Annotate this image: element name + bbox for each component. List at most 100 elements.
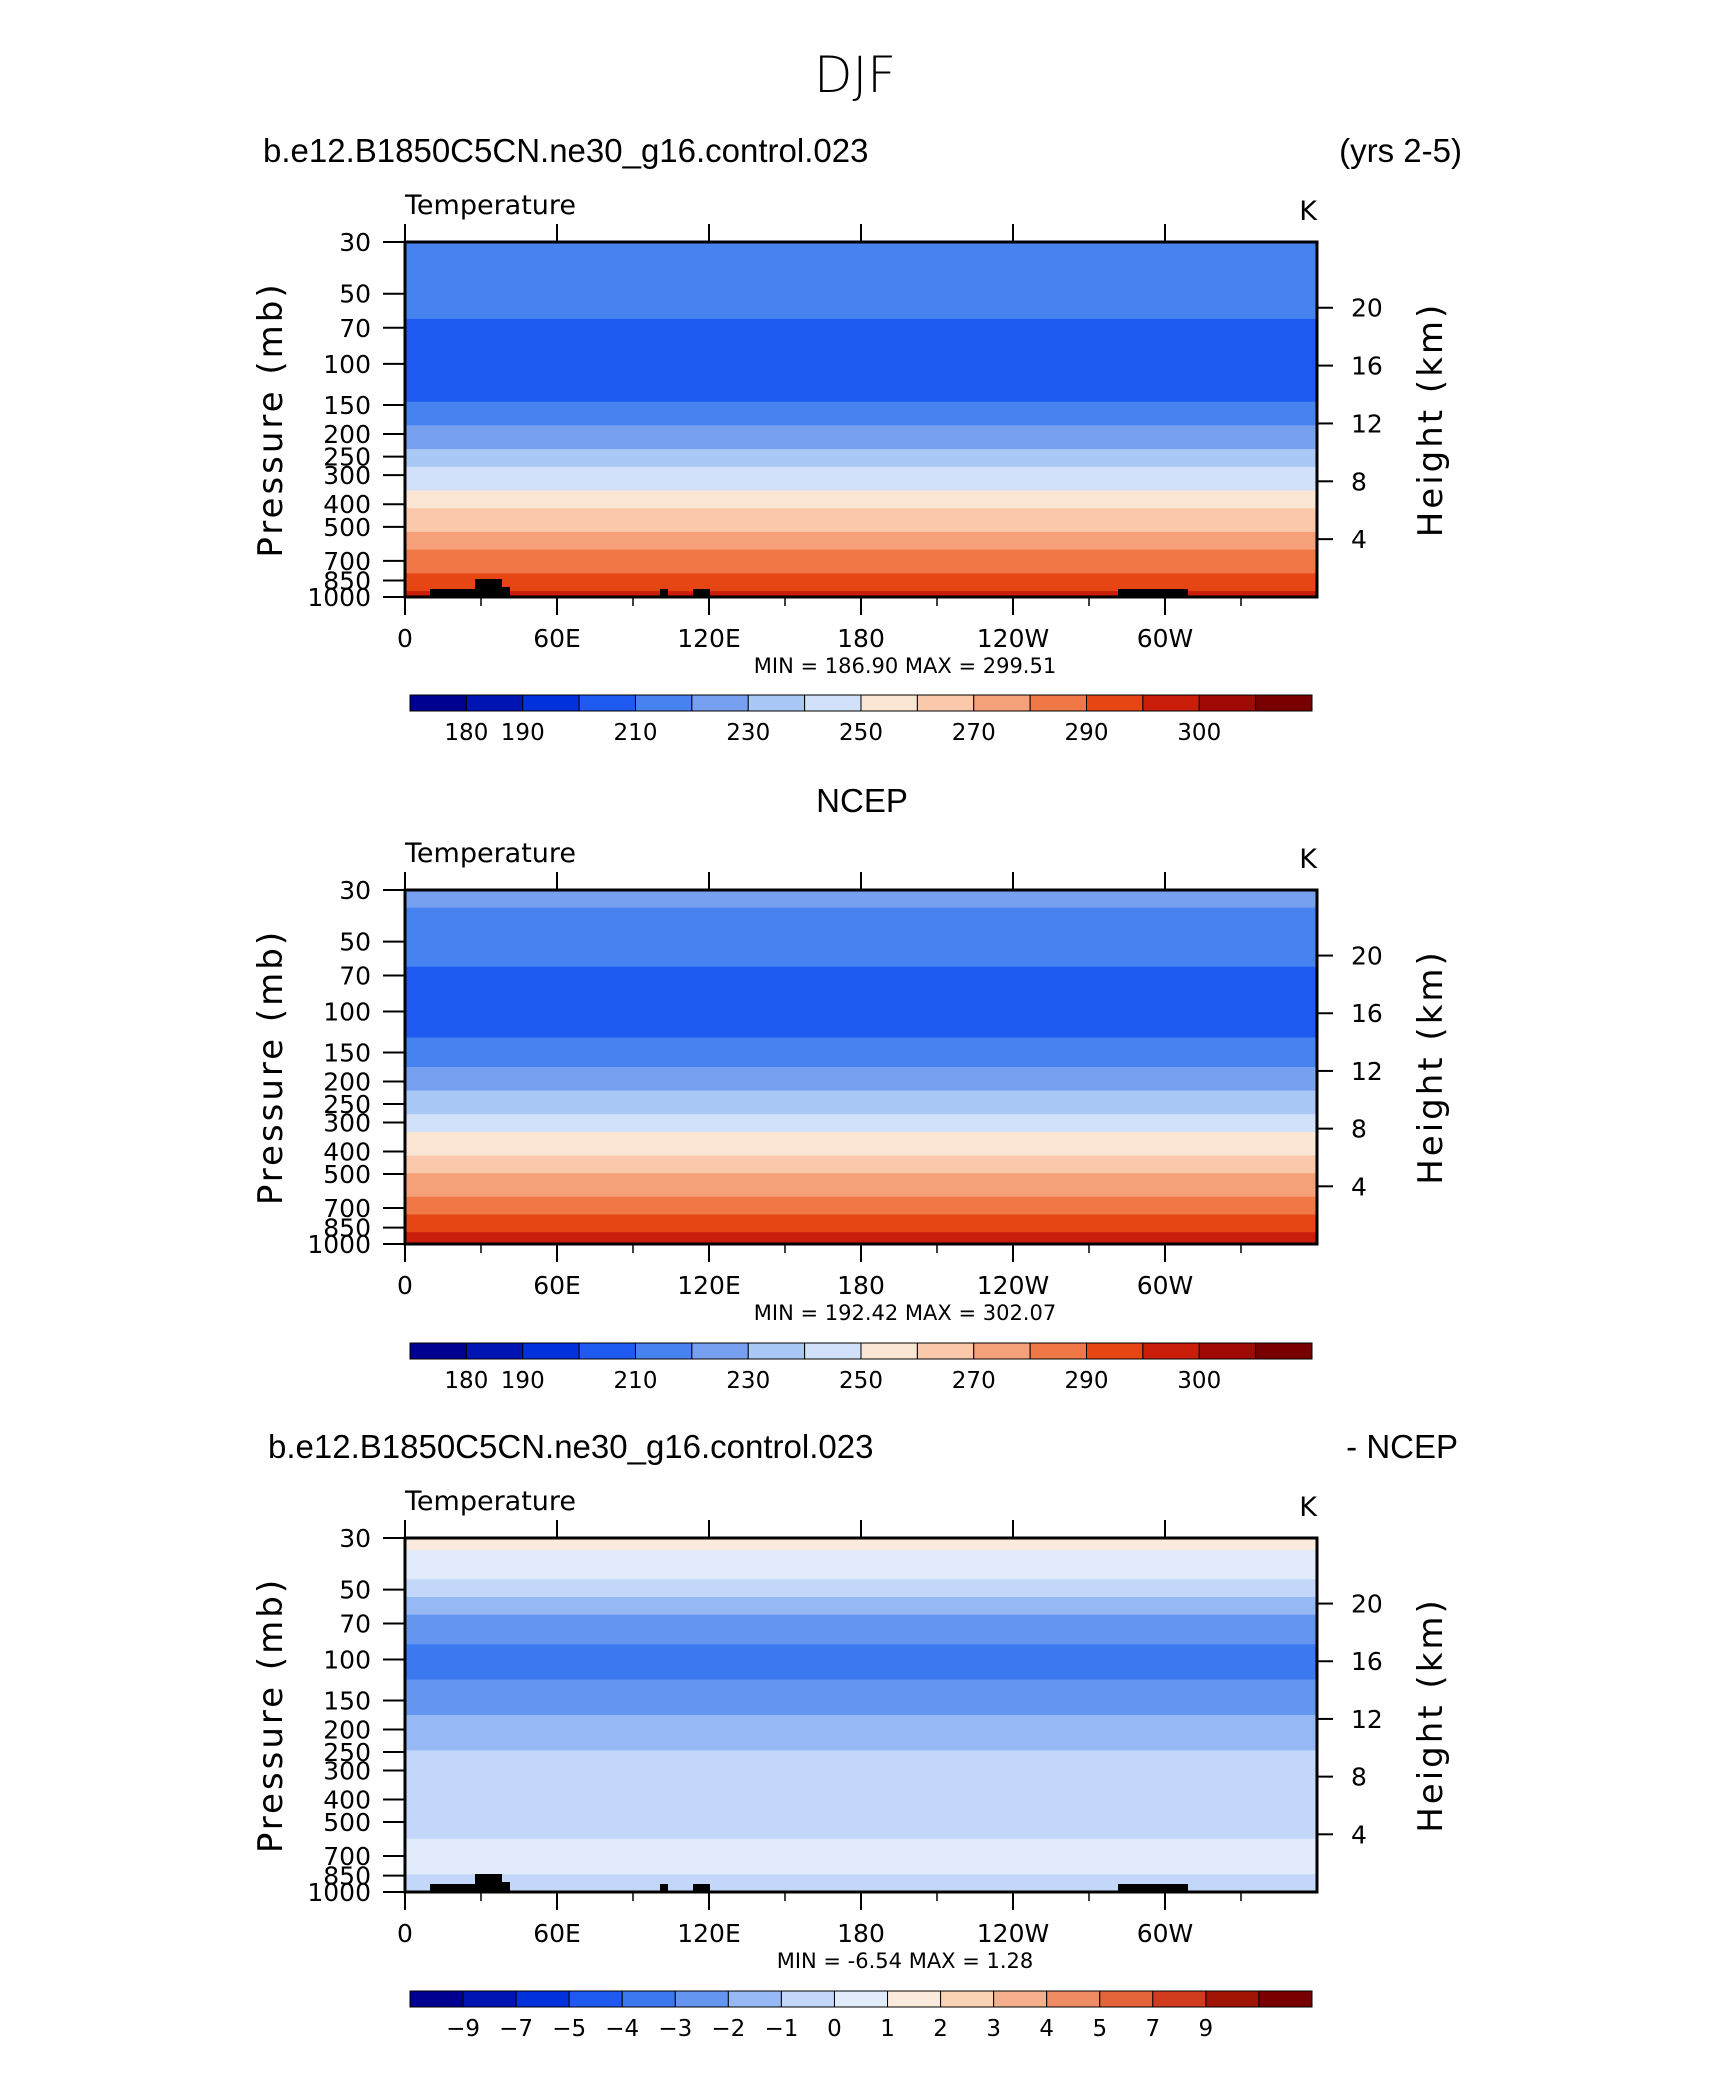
contour-band <box>405 549 1317 557</box>
colorbar-label: 180 <box>444 1368 488 1394</box>
contour-band <box>405 1661 1317 1669</box>
contour-band <box>405 1803 1317 1810</box>
contour-band <box>405 1815 1317 1822</box>
terrain-block <box>430 589 510 597</box>
contour-band <box>405 1856 1317 1864</box>
contour-band <box>405 1149 1317 1157</box>
colorbar: 180 190 210 230 250 270 290 300 <box>409 1342 1313 1394</box>
y-right-tick-label: 4 <box>1351 1172 1367 1201</box>
terrain-block <box>500 1882 510 1892</box>
contour-band <box>405 1072 1317 1080</box>
contour-band <box>405 1126 1317 1133</box>
contour-band <box>405 247 1317 255</box>
contour-band <box>405 520 1317 527</box>
colorbar-swatch <box>973 694 1031 712</box>
contour-band <box>405 1102 1317 1109</box>
contour-band <box>405 919 1317 926</box>
y-right-tick-label: 8 <box>1351 1115 1367 1144</box>
y-tick-label: 300 <box>323 1108 371 1137</box>
terrain-mask <box>430 579 1188 597</box>
contour-band <box>405 313 1317 320</box>
colorbar-swatch <box>860 694 918 712</box>
contour-band <box>405 1585 1317 1592</box>
colorbar-label: 9 <box>1199 2016 1214 2042</box>
contour-band <box>405 960 1317 968</box>
contour-band <box>405 907 1317 915</box>
colorbar-swatch <box>887 1990 942 2008</box>
contour-band <box>405 1173 1317 1180</box>
y-tick-label: 250 <box>323 1090 371 1119</box>
y-right-tick-label: 20 <box>1351 942 1383 971</box>
y-tick-label: 700 <box>323 1194 371 1223</box>
contour-band <box>405 1827 1317 1834</box>
colorbar-label: −2 <box>711 2016 745 2042</box>
y-tick-label: 50 <box>339 928 371 957</box>
contour-band <box>405 555 1317 563</box>
contour-band <box>405 1850 1317 1858</box>
colorbar-label: 230 <box>726 1368 770 1394</box>
colorbar-label: 3 <box>986 2016 1001 2042</box>
stats-label: MIN = 186.90 MAX = 299.51 <box>754 654 1056 678</box>
colorbar-swatch <box>635 694 693 712</box>
contour-band <box>405 526 1317 533</box>
contour-band <box>405 437 1317 444</box>
contour-band <box>405 984 1317 991</box>
colorbar-swatch <box>568 1990 623 2008</box>
terrain-block <box>1118 1884 1188 1892</box>
y-tick-label: 700 <box>323 547 371 576</box>
y-right-tick-label: 16 <box>1351 352 1383 381</box>
contour-band <box>405 1567 1317 1574</box>
colorbar-swatch <box>727 1990 782 2008</box>
y-tick-label: 500 <box>323 513 371 542</box>
stats-label: MIN = -6.54 MAX = 1.28 <box>777 1949 1034 1973</box>
contour-band <box>405 1031 1317 1039</box>
x-tick-label: 60E <box>533 1919 581 1948</box>
contour-band <box>405 1709 1317 1716</box>
y-axis-label: Pressure (mb) <box>251 281 291 557</box>
contour-band <box>405 1055 1317 1062</box>
y-tick-label: 50 <box>339 1576 371 1605</box>
colorbar-swatch <box>515 1990 570 2008</box>
colorbar-label: 5 <box>1092 2016 1107 2042</box>
contour-band <box>405 573 1317 580</box>
contour-band <box>405 1131 1317 1139</box>
colorbar-swatch <box>1152 1990 1207 2008</box>
contour-band <box>405 1797 1317 1805</box>
y-right-tick-label: 20 <box>1351 294 1383 323</box>
obs-label: NCEP <box>816 782 908 819</box>
colorbar-swatch <box>940 1990 995 2008</box>
colorbar-label: 4 <box>1039 2016 1054 2042</box>
y-tick-label: 500 <box>323 1160 371 1189</box>
colorbar-swatch <box>691 694 749 712</box>
contour-band <box>405 1597 1317 1604</box>
y-tick-label: 400 <box>323 490 371 519</box>
y-right-axis-label: Height (km) <box>1411 1597 1451 1833</box>
contour-band <box>405 1155 1317 1162</box>
contour-band <box>405 389 1317 397</box>
contour-band <box>405 913 1317 921</box>
contour-band <box>405 561 1317 569</box>
colorbar-label: −4 <box>605 2016 639 2042</box>
contour-band <box>405 431 1317 438</box>
panel-model: Temperature K3050701001502002503004005007… <box>251 190 1451 746</box>
contour-band <box>405 324 1317 332</box>
colorbar-label: 2 <box>933 2016 948 2042</box>
contour-band <box>405 1067 1317 1074</box>
colorbar-label: 190 <box>501 720 545 746</box>
contour-band <box>405 460 1317 468</box>
y-right-tick-label: 12 <box>1351 1057 1383 1086</box>
contour-band <box>405 1543 1317 1551</box>
contour-band <box>405 1838 1317 1846</box>
contour-band <box>405 978 1317 985</box>
x-tick-label: 60E <box>533 624 581 653</box>
contour-band <box>405 1874 1317 1881</box>
units-label: K <box>1299 1492 1318 1523</box>
y-tick-label: 200 <box>323 1068 371 1097</box>
y-tick-label: 100 <box>323 998 371 1027</box>
y-tick-label: 150 <box>323 1038 371 1067</box>
contour-band <box>405 301 1317 308</box>
contour-band <box>405 1008 1317 1015</box>
contour-band <box>405 277 1317 285</box>
contour-band <box>405 1061 1317 1068</box>
y-tick-label: 70 <box>339 1610 371 1639</box>
